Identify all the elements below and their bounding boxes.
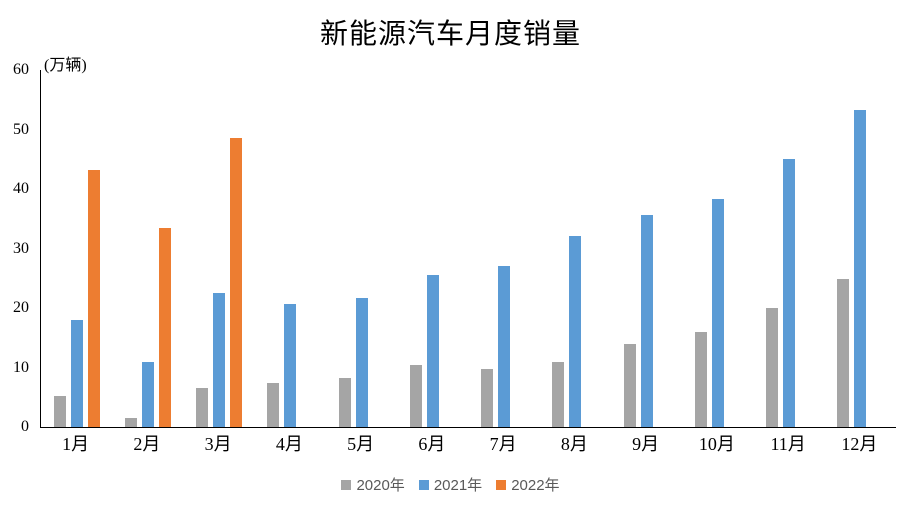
bar-2020年-m5 — [338, 378, 351, 427]
bar-groups — [41, 70, 896, 427]
bar-2021年-m8 — [569, 236, 582, 427]
x-tick-label-m3: 3月 — [204, 434, 232, 454]
bar-2021年-m10 — [711, 199, 724, 427]
plot-area: 0 10 20 30 40 50 60 — [13, 62, 896, 435]
legend-item-2022年: 2022年 — [496, 474, 560, 495]
y-tick-label-40: 40 — [13, 180, 29, 197]
bar-2022年-m3 — [230, 138, 243, 427]
x-tick-label-m6: 6月 — [418, 434, 446, 454]
bar-2021年-m4 — [284, 304, 297, 427]
bar-2020年-m7 — [481, 368, 494, 427]
bar-2021年-m12 — [854, 110, 867, 427]
bar-group-m8 — [540, 70, 611, 427]
y-axis-unit-label: (万辆) — [44, 57, 87, 74]
bar-group-m10 — [682, 70, 753, 427]
bar-group-m2 — [112, 70, 183, 427]
bar-2020年-m11 — [766, 308, 779, 427]
bar-2022年-m1 — [87, 169, 100, 427]
legend-label: 2022年 — [511, 477, 560, 494]
legend: 2020年 2021年 2022年 — [0, 474, 901, 495]
legend-item-2020年: 2020年 — [341, 474, 405, 495]
legend-swatch-icon — [341, 479, 352, 490]
bar-2020年-m10 — [694, 331, 707, 427]
bar-group-m11 — [754, 70, 825, 427]
y-axis-tick-labels: 0 10 20 30 40 50 60 — [1, 62, 33, 435]
bar-2022年-m2 — [158, 227, 171, 427]
bar-group-m9 — [611, 70, 682, 427]
bar-2021年-m1 — [70, 319, 83, 427]
legend-label: 2020年 — [356, 477, 405, 494]
x-tick-label-m2: 2月 — [133, 434, 161, 454]
x-tick-label-m8: 8月 — [560, 434, 588, 454]
legend-item-2021年: 2021年 — [418, 474, 483, 495]
x-tick-label-m11: 11月 — [770, 434, 806, 454]
bar-2021年-m11 — [783, 159, 796, 427]
legend-swatch-icon — [496, 479, 507, 490]
y-tick-label-50: 50 — [13, 120, 29, 138]
bar-2021年-m6 — [426, 274, 439, 427]
bar-group-m1 — [41, 70, 112, 427]
bar-group-m3 — [184, 70, 255, 427]
y-tick-label-0: 0 — [21, 418, 29, 435]
legend-label: 2021年 — [433, 477, 483, 494]
bar-2020年-m9 — [623, 343, 636, 427]
legend-swatch-icon — [418, 479, 429, 490]
bar-group-m4 — [255, 70, 326, 427]
bar-2020年-m3 — [196, 388, 209, 427]
bar-2020年-m4 — [267, 382, 280, 427]
y-tick-label-10: 10 — [13, 358, 29, 376]
y-tick-label-60: 60 — [13, 61, 29, 78]
bar-group-m5 — [326, 70, 397, 427]
x-tick-label-m1: 1月 — [62, 434, 90, 454]
bar-2021年-m2 — [141, 361, 154, 427]
bar-2021年-m3 — [213, 292, 226, 427]
chart-title: 新能源汽车月度销量 — [319, 19, 581, 50]
x-tick-label-m4: 4月 — [275, 434, 303, 454]
bar-2021年-m9 — [640, 214, 653, 427]
bar-2020年-m8 — [552, 362, 565, 427]
bar-2020年-m12 — [837, 279, 850, 427]
x-axis-tick-labels: 1月 2月 3月 4月 5月 6月 7月 8月 9月 10月 11月 12月 — [40, 434, 895, 456]
bar-group-m12 — [825, 70, 896, 427]
bar-2020年-m6 — [409, 365, 422, 427]
x-tick-label-m7: 7月 — [489, 434, 517, 454]
bar-2021年-m5 — [355, 297, 368, 427]
bar-2020年-m2 — [124, 418, 137, 427]
bar-group-m6 — [397, 70, 468, 427]
bar-2021年-m7 — [498, 265, 511, 427]
x-tick-label-m9: 9月 — [632, 434, 660, 454]
x-tick-label-m12: 12月 — [841, 434, 878, 454]
bar-group-m7 — [469, 70, 540, 427]
x-tick-label-m10: 10月 — [698, 434, 735, 454]
bar-2020年-m1 — [53, 396, 66, 427]
y-tick-label-20: 20 — [13, 299, 29, 316]
y-tick-label-30: 30 — [13, 239, 29, 257]
x-tick-label-m5: 5月 — [347, 434, 375, 454]
